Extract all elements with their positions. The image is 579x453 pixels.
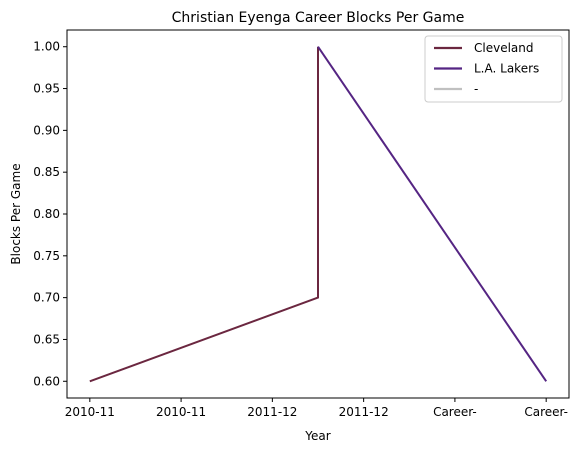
x-tick-label: 2011-12	[339, 405, 389, 419]
y-tick-label: 0.65	[33, 332, 60, 346]
y-tick-label: 0.75	[33, 249, 60, 263]
y-tick-label: 0.90	[33, 123, 60, 137]
y-tick-label: 1.00	[33, 40, 60, 54]
x-tick-label: 2010-11	[156, 405, 206, 419]
x-axis-label: Year	[304, 429, 330, 443]
legend-label: -	[474, 82, 478, 96]
series-layer	[89, 46, 548, 383]
x-tick-label: 2010-11	[65, 405, 115, 419]
y-axis-label: Blocks Per Game	[9, 163, 23, 264]
x-tick-label: 2011-12	[247, 405, 297, 419]
legend-box	[424, 35, 563, 103]
series-line-l-a-lakers	[317, 46, 548, 382]
x-axis-ticks: 2010-11 2010-11 2011-12 2011-12 Career- Caree…	[65, 398, 568, 419]
y-tick-label: 0.80	[33, 207, 60, 221]
legend: Cleveland L.A. Lakers -	[424, 35, 563, 103]
y-axis-ticks: 0.60 0.65 0.70 0.75 0.80 0.85 0.90 0.95 1.00	[33, 40, 67, 388]
legend-label: Cleveland	[474, 41, 534, 55]
y-tick-label: 0.60	[33, 374, 60, 388]
legend-label: L.A. Lakers	[474, 62, 539, 76]
y-tick-label: 0.85	[33, 165, 60, 179]
x-tick-label: Career-	[524, 405, 568, 419]
legend-items: Cleveland L.A. Lakers -	[434, 41, 539, 96]
chart-title: Christian Eyenga Career Blocks Per Game	[172, 10, 465, 26]
y-tick-label: 0.95	[33, 82, 60, 96]
x-tick-label: Career-	[433, 405, 477, 419]
series-line-cleveland	[89, 46, 319, 383]
y-tick-label: 0.70	[33, 291, 60, 305]
